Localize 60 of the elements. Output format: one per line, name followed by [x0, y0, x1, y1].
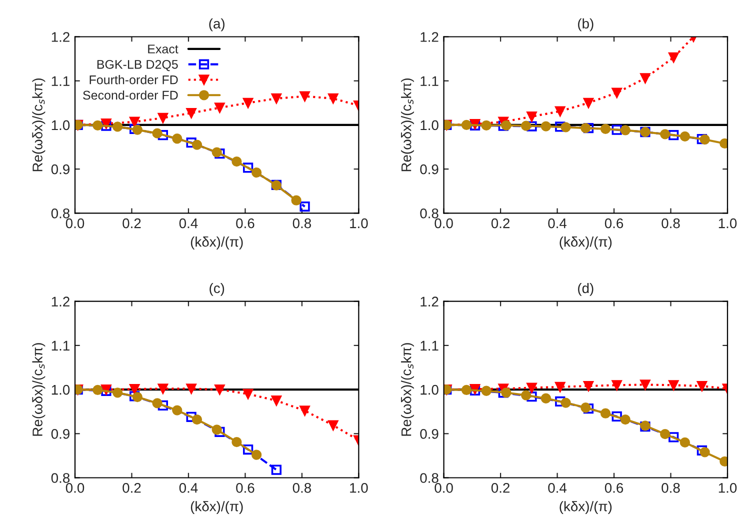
y-axis-title: Re(ωδx)/(c$_{s}$kπ)	[401, 343, 414, 436]
y-tick-label: 0.8	[420, 208, 438, 218]
x-tick-label: 0.6	[236, 482, 254, 493]
y-tick-label: 1.2	[420, 296, 438, 306]
y-tick-label: 1.1	[52, 76, 70, 86]
y-tick-label: 1.0	[52, 384, 70, 395]
x-tick-label: 0.8	[292, 218, 312, 228]
x-tick-label: 0.4	[179, 482, 198, 493]
y-axis-title: Re(ωδx)/(c$_{s}$kπ)	[401, 78, 414, 172]
y-tick-label: 0.9	[51, 428, 70, 439]
x-tick-label: 0.6	[604, 482, 624, 493]
x-tick-label: 1.0	[350, 482, 368, 493]
x-tick-label: 1.0	[718, 218, 737, 228]
y-tick-label: 1.2	[52, 296, 70, 306]
legend-label: Fourth-order FD	[90, 75, 178, 84]
legend-label: BGK-LB D2Q5	[97, 60, 178, 72]
y-tick-label: 1.1	[52, 340, 70, 350]
x-tick-label: 0.2	[491, 482, 510, 493]
y-tick-label: 0.9	[51, 164, 70, 174]
y-tick-label: 1.0	[420, 384, 438, 395]
x-axis-title: (kδx)/(π)	[560, 236, 612, 250]
y-tick-label: 1.1	[420, 76, 438, 86]
y-tick-label: 1.2	[52, 32, 70, 42]
y-tick-label: 1.0	[52, 120, 70, 130]
x-tick-label: 0.8	[662, 482, 680, 493]
x-tick-label: 0.4	[179, 218, 198, 228]
x-tick-label: 0.0	[66, 482, 84, 493]
y-tick-label: 1.0	[420, 120, 438, 130]
y-axis-title: Re(ωδx)/(c$_{s}$kπ)	[32, 78, 46, 172]
x-axis-title: (kδx)/(π)	[190, 501, 243, 514]
legend-label: Exact	[148, 44, 178, 54]
x-axis-title: (kδx)/(π)	[560, 501, 612, 514]
x-axis-title: (kδx)/(π)	[190, 236, 243, 250]
y-tick-label: 0.8	[51, 208, 70, 218]
x-tick-label: 0.4	[548, 482, 567, 493]
y-tick-label: 1.1	[420, 340, 438, 350]
x-tick-label: 0.6	[236, 218, 254, 228]
chart-title: (a)	[209, 18, 224, 32]
legend-label: Second-order FD	[83, 90, 178, 100]
x-tick-label: 0.2	[122, 482, 141, 493]
x-tick-label: 0.8	[662, 218, 680, 228]
x-tick-label: 0.0	[66, 218, 84, 228]
x-tick-label: 0.6	[604, 218, 624, 228]
y-tick-label: 0.8	[420, 473, 438, 483]
x-tick-label: 0.0	[434, 218, 453, 228]
y-axis-title: Re(ωδx)/(c$_{s}$kπ)	[32, 343, 46, 436]
x-tick-label: 0.0	[434, 482, 453, 493]
x-tick-label: 0.8	[292, 482, 312, 493]
chart-title: (d)	[578, 282, 594, 296]
y-tick-label: 0.9	[420, 428, 438, 439]
x-tick-label: 0.2	[491, 218, 510, 228]
x-tick-label: 1.0	[350, 218, 368, 228]
chart-title: (b)	[578, 18, 594, 32]
chart-title: (c)	[210, 282, 224, 296]
x-tick-label: 0.2	[122, 218, 141, 228]
y-tick-label: 1.2	[420, 32, 438, 42]
y-tick-label: 0.8	[51, 473, 70, 483]
x-tick-label: 0.4	[548, 218, 567, 228]
x-tick-label: 1.0	[718, 482, 737, 493]
y-tick-label: 0.9	[420, 164, 438, 174]
